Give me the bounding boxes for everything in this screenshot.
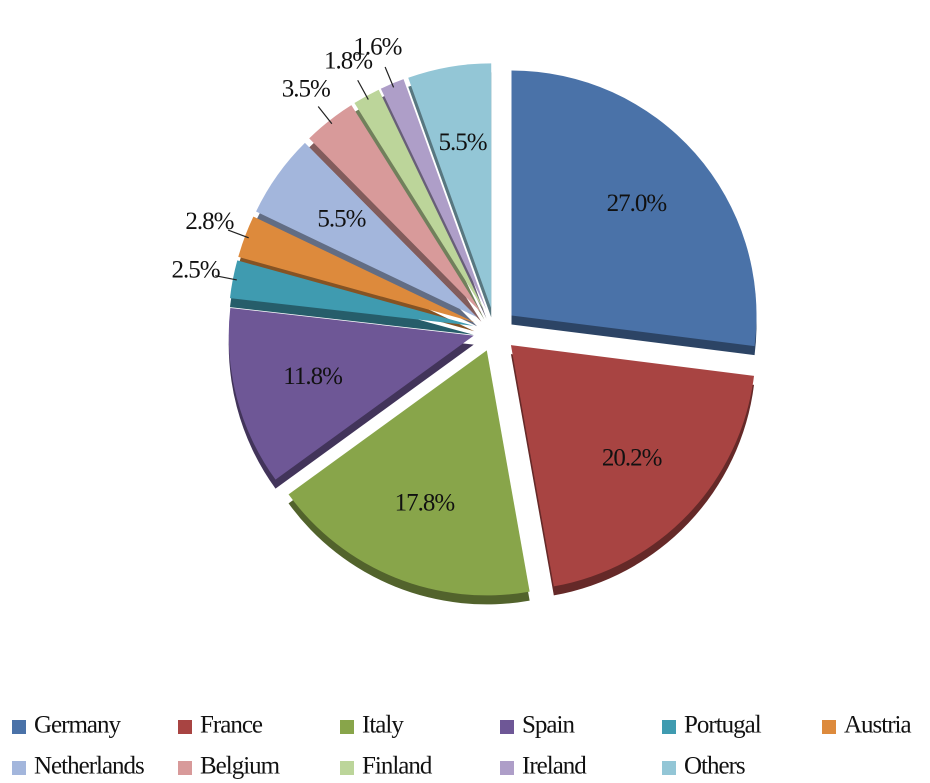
leader-line (317, 106, 333, 125)
legend-swatch (340, 761, 354, 775)
legend-swatch (822, 720, 836, 734)
legend-swatch (500, 761, 514, 775)
legend-label: Others (684, 753, 745, 780)
data-label: 20.2% (602, 445, 662, 472)
legend-swatch (340, 720, 354, 734)
slice (309, 105, 482, 313)
legend-label: France (200, 712, 263, 739)
legend-label: Austria (844, 712, 912, 739)
legend-swatch (178, 720, 192, 734)
leader-line (227, 229, 249, 239)
slice (511, 70, 757, 347)
slice (229, 260, 474, 326)
leader-line (215, 275, 237, 281)
legend-label: Spain (522, 712, 575, 739)
legend-swatch (662, 761, 676, 775)
data-label: 2.5% (172, 257, 220, 284)
legend-swatch (12, 761, 26, 775)
legend-label: Ireland (522, 753, 587, 780)
data-label: 5.5% (317, 205, 365, 232)
leader-line (384, 66, 395, 88)
slice (288, 350, 530, 596)
data-label: 1.8% (324, 47, 372, 74)
legend-label: Netherlands (34, 753, 144, 780)
slice (256, 142, 478, 318)
legend-label: Italy (362, 712, 404, 739)
slice (228, 307, 474, 480)
slice (238, 216, 475, 323)
data-label: 5.5% (439, 129, 487, 156)
leader-line (357, 79, 369, 100)
legend-label: Belgium (200, 753, 281, 780)
slice (380, 79, 487, 310)
data-label: 1.6% (353, 33, 401, 60)
data-label: 11.8% (283, 363, 342, 390)
legend-swatch (662, 720, 676, 734)
legend-label: Finland (362, 753, 433, 780)
data-label: 3.5% (282, 76, 330, 103)
data-label: 27.0% (607, 190, 667, 217)
legend-swatch (178, 761, 192, 775)
legend-swatch (12, 720, 26, 734)
legend-label: Portugal (684, 712, 762, 739)
data-label: 17.8% (395, 490, 455, 517)
legend-swatch (500, 720, 514, 734)
legend-label: Germany (34, 712, 122, 739)
data-label: 2.8% (185, 208, 233, 235)
slice (354, 89, 485, 311)
slice (510, 345, 755, 587)
slice (408, 63, 492, 309)
